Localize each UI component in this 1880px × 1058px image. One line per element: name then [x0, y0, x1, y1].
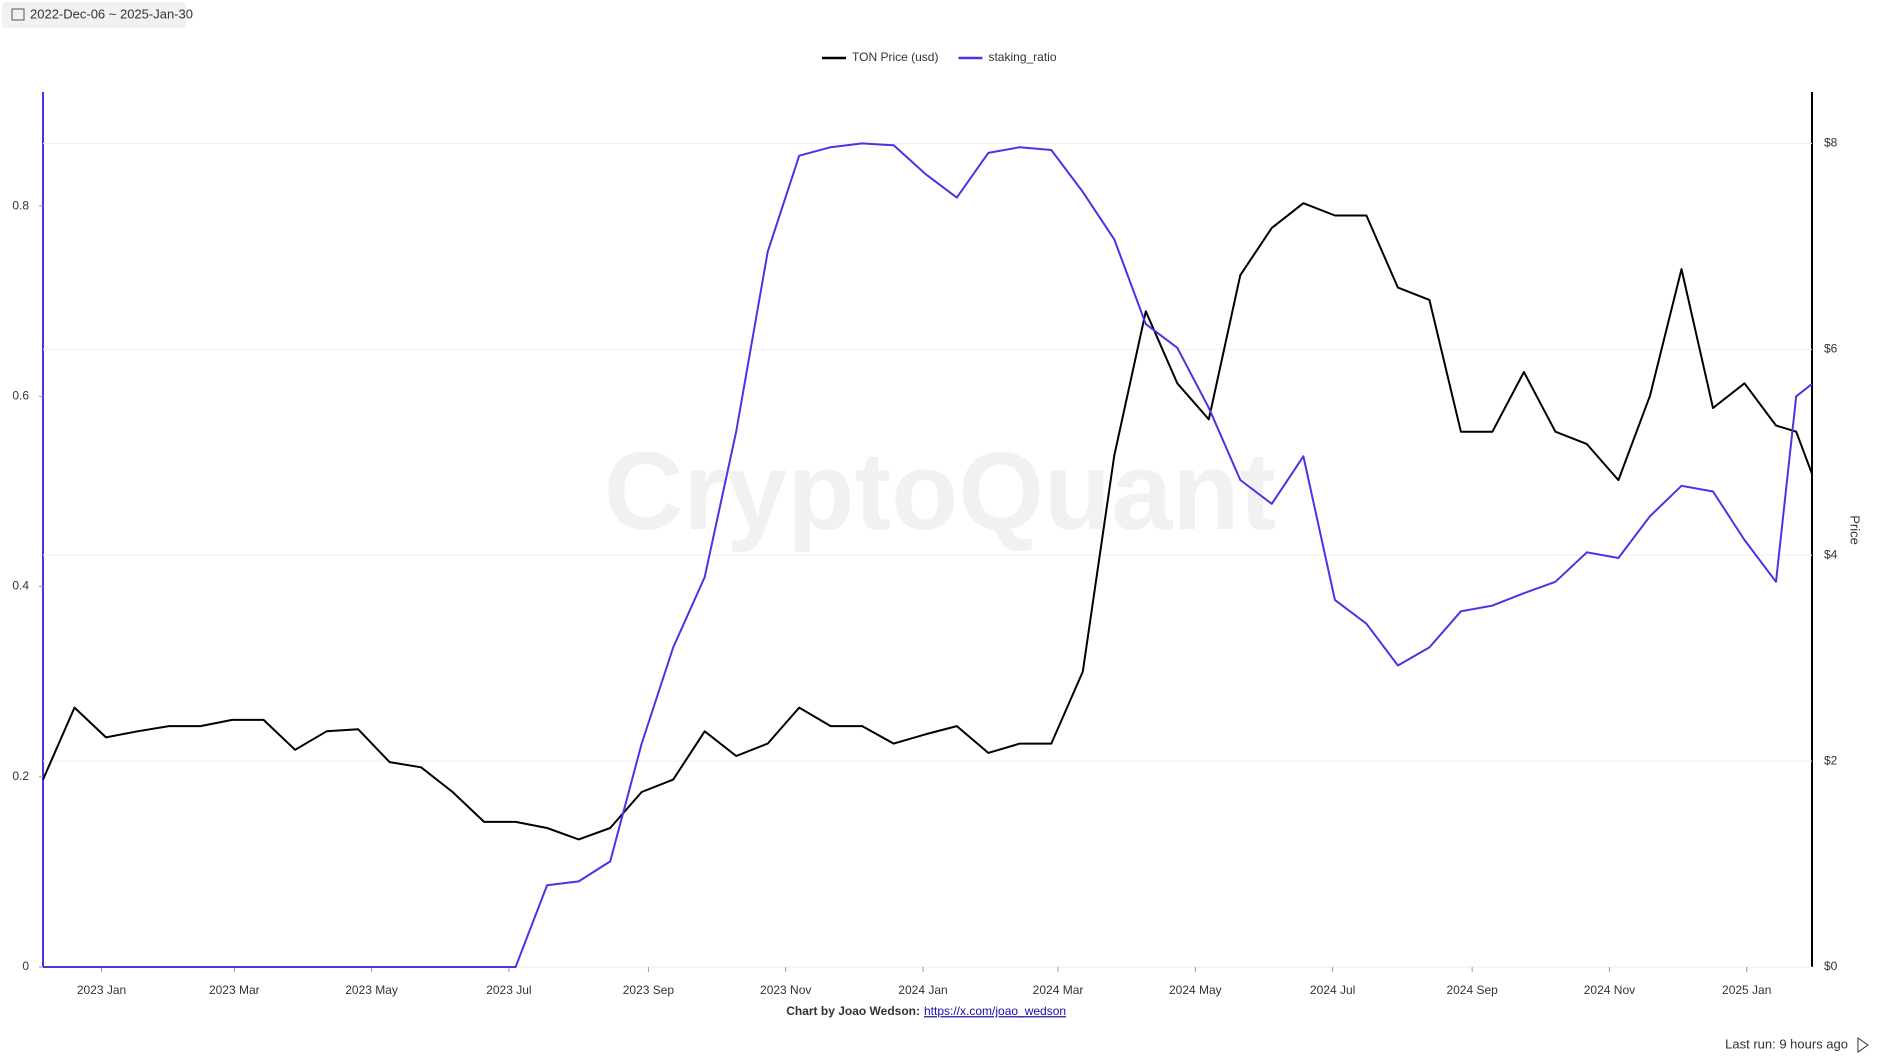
legend-label[interactable]: staking_ratio	[988, 50, 1056, 64]
x-tick-label: 2023 Mar	[209, 983, 260, 997]
x-tick-label: 2024 Sep	[1446, 983, 1498, 997]
x-tick-label: 2024 May	[1169, 983, 1222, 997]
calendar-icon	[11, 8, 25, 21]
series-line	[43, 142, 1813, 968]
watermark: CryptoQuant	[604, 430, 1276, 553]
run-icon[interactable]	[1857, 1037, 1869, 1053]
x-tick-label: 2023 Jan	[77, 983, 126, 997]
credit: Chart by Joao Wedson:	[786, 1004, 920, 1018]
y-tick-label: 0.2	[12, 769, 29, 783]
legend-label[interactable]: TON Price (usd)	[852, 50, 938, 64]
credit-link[interactable]: https://x.com/joao_wedson	[924, 1004, 1066, 1018]
y2-axis-title: Price	[1848, 515, 1863, 545]
x-tick-label: 2023 Jul	[486, 983, 531, 997]
date-range[interactable]: 2022-Dec-06 ~ 2025-Jan-30	[30, 6, 193, 21]
x-tick-label: 2024 Jan	[898, 983, 947, 997]
y2-tick-label: $6	[1824, 342, 1838, 356]
y2-tick-label: $8	[1824, 136, 1838, 150]
y-tick-label: 0.8	[12, 198, 29, 212]
x-tick-label: 2025 Jan	[1722, 983, 1771, 997]
x-tick-label: 2024 Mar	[1033, 983, 1084, 997]
x-tick-label: 2024 Jul	[1310, 983, 1355, 997]
date-range-box[interactable]	[2, 2, 186, 28]
y-tick-label: 0	[22, 959, 29, 973]
footer-note: Last run: 9 hours ago	[1725, 1036, 1848, 1051]
y2-tick-label: $4	[1824, 547, 1838, 561]
x-tick-label: 2024 Nov	[1584, 983, 1635, 997]
series-line	[42, 202, 1813, 841]
y-tick-label: 0.4	[12, 579, 29, 593]
y2-tick-label: $0	[1824, 959, 1838, 973]
y2-tick-label: $2	[1824, 753, 1838, 767]
x-tick-label: 2023 Sep	[623, 983, 675, 997]
x-tick-label: 2023 May	[345, 983, 398, 997]
y-tick-label: 0.6	[12, 389, 29, 403]
x-tick-label: 2023 Nov	[760, 983, 811, 997]
